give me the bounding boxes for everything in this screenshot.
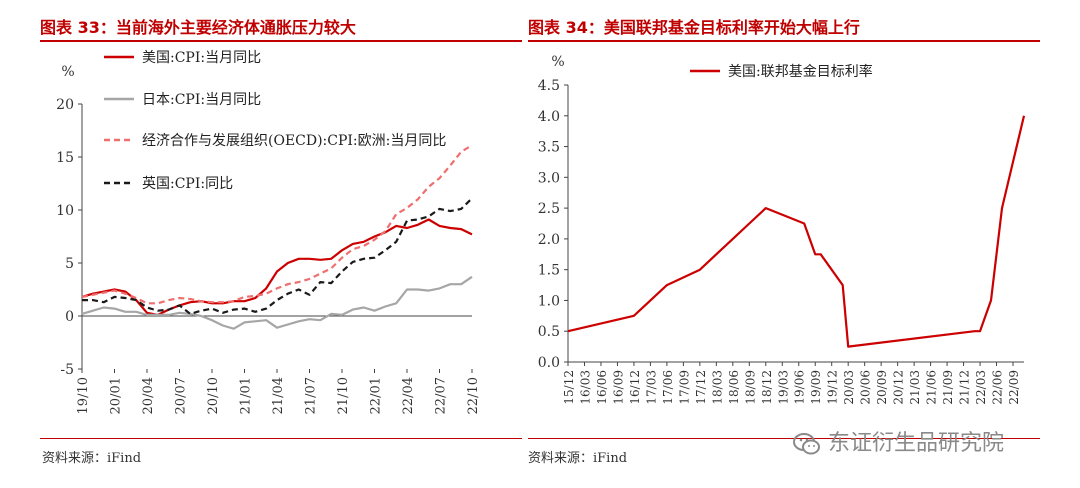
x-tick-label: 17/03	[644, 370, 658, 405]
right-bottom-rule	[528, 438, 1040, 439]
left-figure-title: 图表 33：当前海外主要经济体通胀压力较大	[40, 18, 356, 37]
y-axis-unit: %	[61, 64, 74, 80]
y-tick-label: 3.5	[538, 140, 560, 156]
y-tick-label: 0.5	[538, 324, 560, 340]
y-axis-unit: %	[551, 54, 564, 70]
x-tick-label: 19/03	[776, 370, 790, 405]
legend-label-1: 美国:CPI:当月同比	[142, 50, 261, 66]
x-tick-label: 15/12	[562, 370, 576, 405]
series-line-1	[567, 115, 1026, 348]
y-tick-label: 1.0	[538, 293, 560, 309]
x-tick-label: 21/07	[304, 377, 319, 414]
series-line-3	[81, 144, 473, 305]
x-tick-label: 18/03	[710, 370, 724, 405]
wechat-icon	[792, 432, 822, 456]
series-line-2	[81, 275, 473, 330]
x-tick-label: 19/06	[793, 370, 807, 405]
x-tick-label: 22/06	[991, 370, 1005, 405]
y-tick-label: 5	[65, 256, 74, 272]
x-tick-label: 20/12	[892, 370, 906, 405]
x-tick-label: 20/10	[206, 377, 221, 414]
x-tick-label: 19/09	[809, 370, 823, 405]
y-tick-label: 15	[56, 150, 74, 166]
x-tick-label: 19/12	[826, 370, 840, 405]
x-tick-label: 22/09	[1007, 370, 1021, 405]
x-tick-label: 22/04	[401, 377, 416, 414]
y-tick-label: -5	[60, 362, 74, 378]
x-tick-label: 21/09	[941, 370, 955, 405]
x-tick-label: 16/06	[595, 370, 609, 405]
x-tick-label: 18/12	[760, 370, 774, 405]
legend-label-1: 美国:联邦基金目标利率	[728, 63, 873, 80]
x-tick-label: 21/10	[336, 377, 351, 414]
left-title-rule	[40, 40, 522, 42]
y-tick-label: 4.5	[538, 78, 560, 94]
x-tick-label: 20/09	[875, 370, 889, 405]
x-tick-label: 19/10	[76, 377, 91, 414]
x-tick-label: 16/12	[628, 370, 642, 405]
x-tick-label: 21/06	[925, 370, 939, 405]
watermark-text: 东证衍生品研究院	[828, 431, 1005, 456]
legend-label-3: 经济合作与发展组织(OECD):CPI:欧洲:当月同比	[142, 133, 446, 149]
x-tick-label: 21/12	[958, 370, 972, 405]
x-tick-label: 17/09	[677, 370, 691, 405]
x-tick-label: 22/03	[974, 370, 988, 405]
right-figure-title: 图表 34：美国联邦基金目标利率开始大幅上行	[528, 18, 860, 37]
x-tick-label: 20/01	[109, 377, 124, 414]
right-title-rule	[528, 40, 1040, 42]
y-tick-label: 0.0	[538, 355, 560, 371]
legend-label-2: 日本:CPI:当月同比	[142, 92, 261, 108]
y-tick-label: 2.0	[538, 232, 560, 248]
x-tick-label: 22/01	[369, 377, 384, 414]
y-tick-label: 2.5	[538, 201, 560, 217]
y-tick-label: 3.0	[538, 170, 560, 186]
x-tick-label: 20/04	[141, 377, 156, 414]
y-tick-label: 10	[56, 203, 74, 219]
y-tick-label: 20	[56, 97, 74, 113]
x-tick-label: 18/09	[743, 370, 757, 405]
left-cpi-chart: -5 0 5 10 15 20% 19/10 20/01 20/04 20/07 20/10 21/0…	[56, 50, 481, 414]
x-tick-label: 16/03	[578, 370, 592, 405]
x-tick-label: 22/10	[466, 377, 481, 414]
x-tick-label: 20/07	[174, 377, 189, 414]
left-bottom-rule	[40, 438, 522, 439]
legend-label-4: 英国:CPI:同比	[142, 175, 233, 192]
right-fed-rate-chart: 0.00.51.01.52.02.53.03.54.04.5%15/12 16/0…	[538, 54, 1026, 405]
x-tick-label: 17/12	[694, 370, 708, 405]
series-line-4	[82, 197, 473, 315]
series-line-1	[81, 218, 473, 316]
left-source-note: 资料来源：iFind	[42, 451, 142, 466]
x-tick-label: 18/06	[727, 370, 741, 405]
right-source-note: 资料来源：iFind	[528, 451, 628, 466]
y-tick-label: 1.5	[538, 263, 560, 279]
x-tick-label: 21/04	[271, 377, 286, 414]
x-tick-label: 20/03	[842, 370, 856, 405]
x-tick-label: 21/01	[239, 377, 254, 414]
y-tick-label: 0	[65, 309, 74, 325]
x-tick-label: 20/06	[859, 370, 873, 405]
x-tick-label: 16/09	[611, 370, 625, 405]
watermark: 东证衍生品研究院	[792, 425, 1004, 457]
y-tick-label: 4.0	[538, 109, 560, 125]
x-tick-label: 21/03	[908, 370, 922, 405]
x-tick-label: 17/06	[661, 370, 675, 405]
x-tick-label: 22/07	[434, 377, 449, 414]
